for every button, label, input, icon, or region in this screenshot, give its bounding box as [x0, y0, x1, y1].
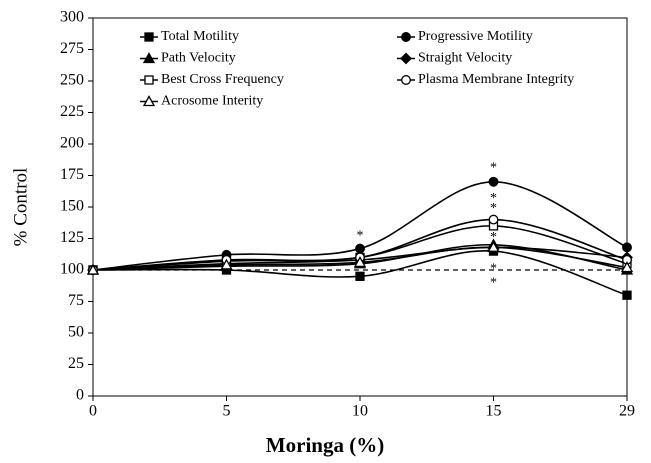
data-point	[353, 256, 367, 268]
legend-marker	[401, 75, 411, 85]
annotation: *	[490, 191, 497, 206]
data-point	[488, 214, 499, 225]
data-point	[355, 271, 365, 281]
annotation: *	[357, 229, 364, 244]
annotation: *	[490, 161, 497, 176]
annotation: *	[490, 230, 497, 245]
annotation: *	[490, 201, 497, 216]
x-tick-label: 0	[89, 403, 97, 420]
y-tick-label: 100	[60, 261, 84, 278]
y-tick-label: 275	[60, 40, 84, 57]
x-tick-label: 10	[352, 403, 368, 420]
y-tick-label: 0	[76, 387, 84, 404]
data-point	[355, 243, 365, 254]
y-tick-label: 300	[60, 9, 84, 26]
data-point	[620, 261, 634, 273]
x-tick-label: 15	[486, 403, 502, 420]
legend-marker	[144, 32, 154, 42]
legend-marker	[400, 52, 412, 65]
legend-label: Straight Velocity	[418, 51, 512, 66]
legend-label: Path Velocity	[161, 51, 236, 66]
legend-label: Progressive Motility	[418, 29, 533, 44]
y-tick-label: 50	[68, 324, 84, 341]
y-axis-label: % Control	[10, 168, 31, 247]
legend-label: Best Cross Frequency	[161, 72, 284, 87]
legend-marker	[142, 52, 156, 64]
legend-label: Acrosome Interity	[161, 94, 263, 109]
x-axis-label: Moringa (%)	[266, 433, 384, 457]
data-point	[86, 263, 100, 275]
data-point	[220, 258, 233, 270]
annotation: *	[490, 275, 497, 290]
data-point	[622, 290, 632, 300]
y-tick-label: 125	[60, 229, 84, 246]
annotation: *	[490, 261, 497, 276]
y-tick-label: 75	[68, 292, 84, 309]
x-tick-label: 5	[223, 403, 231, 420]
data-point	[488, 176, 499, 187]
x-tick-label: 29	[619, 403, 635, 420]
y-tick-label: 225	[60, 103, 84, 120]
legend-label: Plasma Membrane Integrity	[418, 72, 574, 87]
legend-marker	[142, 95, 156, 107]
y-tick-label: 250	[60, 72, 84, 89]
data-point	[487, 240, 500, 252]
legend-marker	[401, 32, 411, 42]
y-tick-label: 25	[68, 355, 84, 372]
legend-label: Total Motility	[161, 29, 239, 44]
legend-marker	[144, 75, 154, 85]
y-tick-label: 175	[60, 166, 84, 183]
y-tick-label: 150	[60, 198, 84, 215]
data-point	[622, 242, 632, 253]
y-tick-label: 200	[60, 135, 84, 152]
